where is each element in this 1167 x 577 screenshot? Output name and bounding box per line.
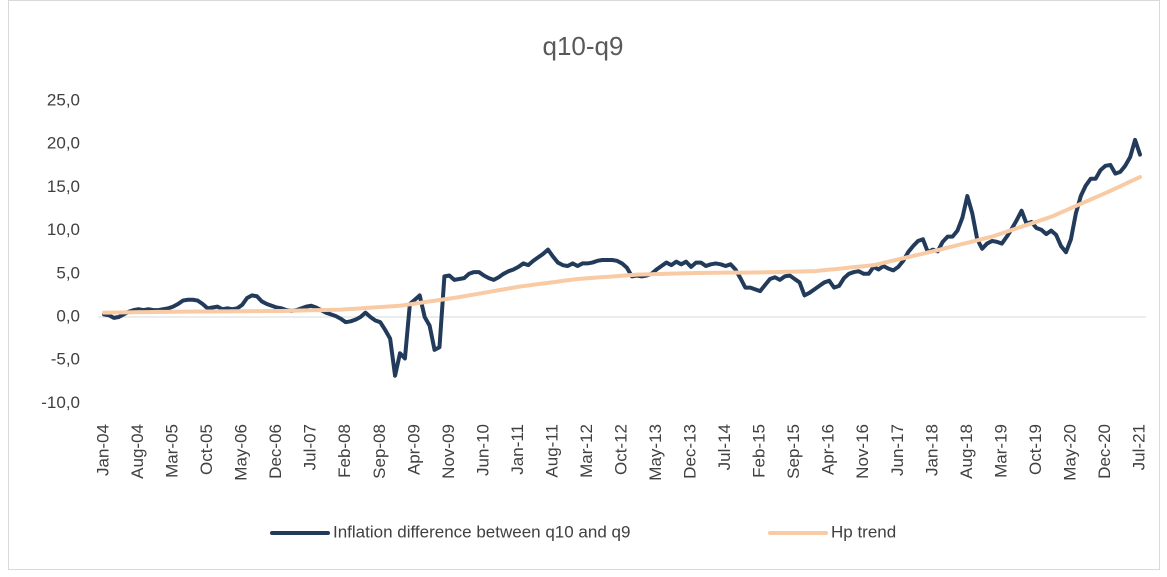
chart-title: q10-q9 bbox=[543, 31, 624, 61]
x-tick-label: Aug-04 bbox=[128, 424, 147, 479]
y-tick-label: 10,0 bbox=[47, 220, 80, 239]
x-tick-label: Feb-08 bbox=[335, 424, 354, 478]
series-line bbox=[102, 175, 1142, 315]
y-tick-label: 20,0 bbox=[47, 134, 80, 153]
x-tick-label: Jul-07 bbox=[301, 424, 320, 470]
x-tick-label: Aug-11 bbox=[542, 424, 561, 478]
series-line bbox=[102, 137, 1142, 378]
x-tick-label: Mar-05 bbox=[163, 424, 182, 478]
x-tick-label: Jan-04 bbox=[93, 424, 112, 476]
x-tick-label: Dec-20 bbox=[1095, 424, 1114, 479]
chart-frame bbox=[8, 0, 1160, 570]
x-tick-label: Apr-16 bbox=[819, 424, 838, 475]
x-tick-label: May-20 bbox=[1060, 424, 1079, 481]
x-tick-label: Apr-09 bbox=[404, 424, 423, 475]
x-tick-label: Jul-21 bbox=[1129, 424, 1148, 470]
x-tick-label: Feb-15 bbox=[750, 424, 769, 478]
x-tick-label: Oct-19 bbox=[1026, 424, 1045, 475]
x-tick-label: May-13 bbox=[646, 424, 665, 481]
y-tick-label: -10,0 bbox=[41, 393, 80, 412]
x-tick-label: Mar-19 bbox=[991, 424, 1010, 478]
y-tick-label: 0,0 bbox=[56, 306, 80, 325]
x-tick-label: Nov-09 bbox=[439, 424, 458, 479]
x-tick-label: Dec-06 bbox=[266, 424, 285, 479]
x-tick-label: Jan-11 bbox=[508, 424, 527, 475]
x-tick-label: Mar-12 bbox=[577, 424, 596, 478]
x-tick-label: May-06 bbox=[232, 424, 251, 481]
legend-label: Hp trend bbox=[831, 522, 896, 541]
y-tick-label: 5,0 bbox=[56, 263, 80, 282]
x-tick-label: Jun-10 bbox=[473, 424, 492, 476]
x-tick-label: Oct-12 bbox=[611, 424, 630, 475]
x-tick-label: Nov-16 bbox=[853, 424, 872, 479]
legend-label: Inflation difference between q10 and q9 bbox=[333, 522, 630, 541]
x-tick-label: Jul-14 bbox=[715, 424, 734, 470]
x-tick-label: Sep-08 bbox=[370, 424, 389, 479]
x-tick-label: Jun-17 bbox=[888, 424, 907, 476]
x-tick-label: Oct-05 bbox=[197, 424, 216, 475]
x-tick-label: Aug-18 bbox=[957, 424, 976, 479]
y-tick-label: 25,0 bbox=[47, 90, 80, 109]
x-tick-label: Sep-15 bbox=[784, 424, 803, 479]
x-tick-label: Jan-18 bbox=[922, 424, 941, 476]
y-tick-label: -5,0 bbox=[51, 350, 80, 369]
x-tick-label: Dec-13 bbox=[681, 424, 700, 479]
y-tick-label: 15,0 bbox=[47, 177, 80, 196]
